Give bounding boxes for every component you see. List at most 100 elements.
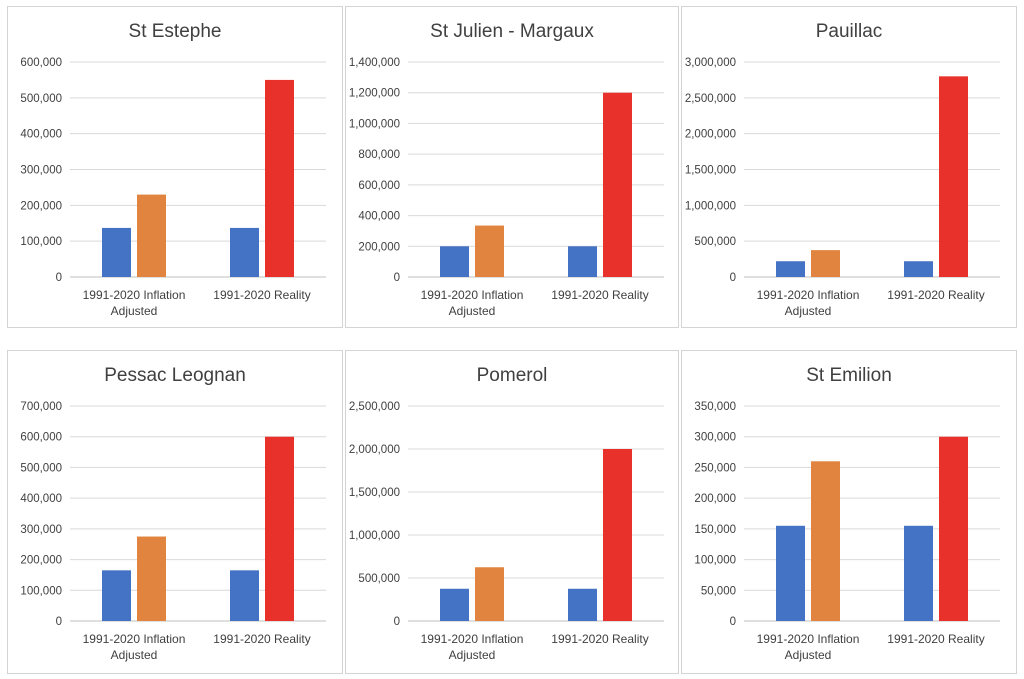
reality-bar [939, 76, 968, 277]
y-tick-label: 1,400,000 [349, 57, 400, 69]
x-category-label: 1991-2020 Inflation [421, 288, 524, 302]
baseline-bar [102, 570, 131, 621]
y-tick-label: 100,000 [20, 236, 62, 248]
reality-bar [603, 449, 632, 621]
chart-title: St Estephe [129, 21, 222, 42]
x-category-label: Adjusted [449, 304, 496, 318]
baseline-bar [230, 227, 259, 277]
baseline-bar [568, 246, 597, 277]
y-tick-label: 400,000 [358, 211, 400, 223]
inflation-adjusted-bar [137, 536, 166, 621]
x-category-label: 1991-2020 Reality [213, 632, 310, 646]
baseline-bar [904, 261, 933, 277]
reality-bar [265, 436, 294, 621]
inflation-adjusted-bar [811, 461, 840, 621]
y-tick-label: 350,000 [694, 401, 736, 413]
y-tick-label: 700,000 [20, 401, 62, 413]
y-tick-label: 0 [56, 272, 62, 284]
y-tick-label: 2,000,000 [685, 129, 736, 141]
chart-title: Pessac Leognan [104, 365, 246, 386]
chart-panel-st-estephe: St Estephe 0 100,000 200,000 300,000 400,000 5… [7, 6, 343, 328]
y-tick-label: 0 [730, 616, 736, 628]
y-tick-label: 0 [394, 272, 400, 284]
y-tick-label: 300,000 [20, 524, 62, 536]
baseline-bar [904, 525, 933, 621]
x-category-label: Adjusted [785, 304, 832, 318]
chart-panel-pauillac: Pauillac 0 500,000 1,000,000 1,500,000 2,000,… [681, 6, 1017, 328]
baseline-bar [568, 588, 597, 621]
x-category-label: Adjusted [111, 648, 158, 662]
baseline-bar [230, 570, 259, 621]
x-category-label: Adjusted [111, 304, 158, 318]
reality-bar [939, 436, 968, 621]
y-tick-label: 1,500,000 [349, 487, 400, 499]
inflation-adjusted-bar [811, 250, 840, 277]
y-tick-label: 500,000 [358, 573, 400, 585]
chart-panel-pessac-leognan: Pessac Leognan 0 100,000 200,000 300,000 400,… [7, 350, 343, 674]
inflation-adjusted-bar [475, 225, 504, 277]
baseline-bar [776, 525, 805, 621]
x-category-label: 1991-2020 Inflation [757, 288, 860, 302]
baseline-bar [440, 246, 469, 277]
y-tick-label: 1,000,000 [349, 118, 400, 130]
x-category-label: 1991-2020 Reality [551, 632, 648, 646]
y-tick-label: 200,000 [20, 555, 62, 567]
reality-bar [265, 79, 294, 278]
chart-svg: Pomerol 0 500,000 1,000,000 1,500,000 2,000,0… [349, 365, 664, 662]
reality-bar [603, 92, 632, 277]
y-tick-label: 2,500,000 [685, 93, 736, 105]
y-tick-label: 200,000 [694, 493, 736, 505]
x-category-label: 1991-2020 Reality [213, 288, 310, 302]
y-tick-label: 1,200,000 [349, 88, 400, 100]
chart-svg: St Julien - Margaux 0 200,000 400,000 600,00… [349, 21, 664, 318]
chart-title: Pomerol [477, 365, 548, 386]
x-category-label: 1991-2020 Reality [551, 288, 648, 302]
y-tick-label: 400,000 [20, 493, 62, 505]
y-tick-label: 500,000 [20, 93, 62, 105]
chart-svg: Pessac Leognan 0 100,000 200,000 300,000 400,… [20, 365, 326, 662]
y-tick-label: 2,000,000 [349, 444, 400, 456]
y-tick-label: 600,000 [358, 180, 400, 192]
chart-svg: St Emilion 0 50,000 100,000 150,000 200,000 25… [694, 365, 1000, 662]
chart-title: St Emilion [806, 365, 892, 386]
y-tick-label: 500,000 [20, 462, 62, 474]
y-tick-label: 600,000 [20, 432, 62, 444]
y-tick-label: 200,000 [358, 241, 400, 253]
x-category-label: 1991-2020 Inflation [83, 632, 186, 646]
inflation-adjusted-bar [475, 567, 504, 621]
x-category-label: 1991-2020 Reality [887, 288, 984, 302]
chart-title: Pauillac [816, 21, 883, 42]
y-tick-label: 2,500,000 [349, 401, 400, 413]
y-tick-label: 50,000 [701, 585, 736, 597]
chart-panel-st-julien-margaux: St Julien - Margaux 0 200,000 400,000 600,00… [345, 6, 679, 328]
y-tick-label: 100,000 [20, 585, 62, 597]
y-tick-label: 1,000,000 [685, 200, 736, 212]
baseline-bar [440, 588, 469, 621]
y-tick-label: 100,000 [694, 555, 736, 567]
chart-svg: St Estephe 0 100,000 200,000 300,000 400,000 5… [20, 21, 326, 318]
x-category-label: Adjusted [785, 648, 832, 662]
baseline-bar [776, 261, 805, 277]
x-category-label: 1991-2020 Inflation [757, 632, 860, 646]
y-tick-label: 200,000 [20, 200, 62, 212]
x-category-label: Adjusted [449, 648, 496, 662]
y-tick-label: 3,000,000 [685, 57, 736, 69]
chart-svg: Pauillac 0 500,000 1,000,000 1,500,000 2,000,… [685, 21, 1000, 318]
y-tick-label: 150,000 [694, 524, 736, 536]
chart-panel-pomerol: Pomerol 0 500,000 1,000,000 1,500,000 2,000,0… [345, 350, 679, 674]
y-tick-label: 1,000,000 [349, 530, 400, 542]
x-category-label: 1991-2020 Inflation [83, 288, 186, 302]
y-tick-label: 250,000 [694, 462, 736, 474]
y-tick-label: 500,000 [694, 236, 736, 248]
y-tick-label: 400,000 [20, 129, 62, 141]
y-tick-label: 300,000 [694, 432, 736, 444]
y-tick-label: 300,000 [20, 165, 62, 177]
y-tick-label: 0 [394, 616, 400, 628]
baseline-bar [102, 227, 131, 277]
y-tick-label: 0 [56, 616, 62, 628]
chart-panel-st-emilion: St Emilion 0 50,000 100,000 150,000 200,000 25… [681, 350, 1017, 674]
y-tick-label: 600,000 [20, 57, 62, 69]
inflation-adjusted-bar [137, 194, 166, 277]
x-category-label: 1991-2020 Reality [887, 632, 984, 646]
y-tick-label: 0 [730, 272, 736, 284]
